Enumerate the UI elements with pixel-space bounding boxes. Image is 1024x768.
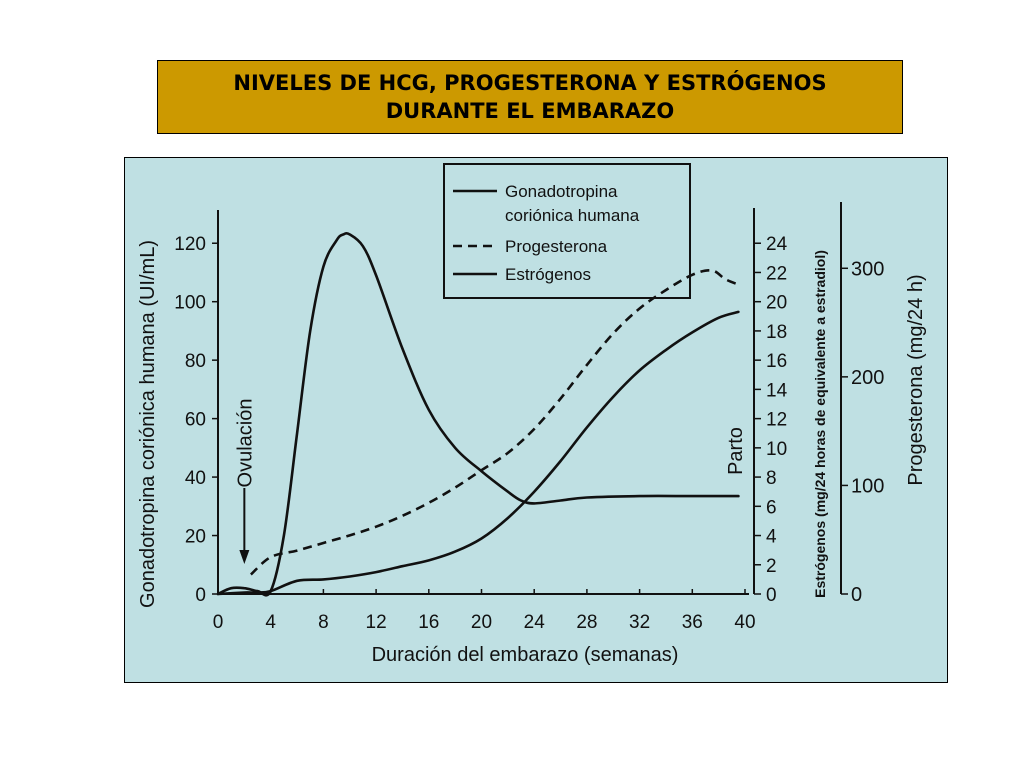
y-progesterone-tick-label: 100 bbox=[851, 475, 884, 497]
x-tick-label: 8 bbox=[318, 612, 329, 633]
chart-title: NIVELES DE HCG, PROGESTERONA Y ESTRÓGENO… bbox=[157, 60, 903, 134]
legend-label-progesterone: Progesterona bbox=[505, 237, 608, 256]
ovulation-arrow-head bbox=[239, 550, 250, 564]
x-tick-label: 28 bbox=[576, 612, 597, 633]
series-line-gonadotropina-corionica-humana bbox=[216, 232, 740, 597]
y-estrogen-tick-label: 6 bbox=[766, 497, 777, 518]
x-axis-title: Duración del embarazo (semanas) bbox=[372, 644, 679, 666]
y-axis-left-title: Gonadotropina coriónica humana (UI/mL) bbox=[137, 240, 159, 608]
x-tick-label: 36 bbox=[682, 612, 703, 633]
y-estrogen-tick-label: 12 bbox=[766, 410, 787, 431]
x-tick-label: 24 bbox=[524, 612, 546, 633]
legend-label-hcg-line2: coriónica humana bbox=[505, 206, 640, 225]
y-left-tick-label: 0 bbox=[195, 585, 206, 606]
x-tick-label: 4 bbox=[265, 612, 276, 633]
series-line-progesterona bbox=[250, 269, 739, 576]
legend-label-hcg-line1: Gonadotropina bbox=[505, 182, 618, 201]
x-tick-label: 40 bbox=[734, 612, 755, 633]
y-left-tick-label: 60 bbox=[185, 410, 206, 431]
annotation-birth: Parto bbox=[725, 427, 747, 475]
y-left-tick-label: 20 bbox=[185, 527, 206, 548]
y-estrogen-tick-label: 24 bbox=[766, 234, 788, 255]
y-estrogen-tick-label: 20 bbox=[766, 293, 787, 314]
legend-box bbox=[443, 163, 691, 299]
y-progesterone-tick-label: 0 bbox=[851, 584, 862, 606]
y-estrogen-tick-label: 2 bbox=[766, 556, 777, 577]
x-tick-label: 16 bbox=[418, 612, 439, 633]
y-estrogen-tick-label: 0 bbox=[766, 585, 777, 606]
y-axis-progesterone-title: Progesterona (mg/24 h) bbox=[905, 274, 927, 485]
y-left-tick-label: 100 bbox=[174, 293, 206, 314]
chart-panel: 0 4 8 12 16 20 24 28 32 36 40 Duración del embarazo… bbox=[124, 157, 948, 683]
y-axis-estrogen-title: Estrógenos (mg/24 horas de equivalente a… bbox=[812, 250, 828, 598]
y-estrogen-tick-label: 4 bbox=[766, 527, 777, 548]
x-tick-label: 0 bbox=[213, 612, 224, 633]
annotation-ovulation: Ovulación bbox=[234, 399, 256, 488]
y-estrogen-tick-label: 16 bbox=[766, 351, 787, 372]
y-estrogen-tick-label: 22 bbox=[766, 263, 787, 284]
y-estrogen-tick-label: 14 bbox=[766, 380, 788, 401]
x-tick-label: 20 bbox=[471, 612, 492, 633]
y-estrogen-tick-label: 10 bbox=[766, 439, 787, 460]
y-left-tick-label: 40 bbox=[185, 468, 206, 489]
legend: Gonadotropina coriónica humana Progesteron… bbox=[443, 163, 691, 299]
y-progesterone-tick-label: 300 bbox=[851, 258, 884, 280]
title-line-2: DURANTE EL EMBARAZO bbox=[385, 99, 675, 123]
legend-label-estrogen: Estrógenos bbox=[505, 265, 591, 284]
x-tick-label: 32 bbox=[629, 612, 650, 633]
y-left-tick-label: 80 bbox=[185, 351, 206, 372]
y-estrogen-tick-label: 8 bbox=[766, 468, 777, 489]
x-tick-label: 12 bbox=[366, 612, 387, 633]
y-estrogen-tick-label: 18 bbox=[766, 322, 787, 343]
series-line-estrogenos bbox=[216, 310, 740, 596]
title-line-1: NIVELES DE HCG, PROGESTERONA Y ESTRÓGENO… bbox=[233, 71, 827, 95]
y-left-tick-label: 120 bbox=[174, 234, 206, 255]
y-progesterone-tick-label: 200 bbox=[851, 367, 884, 389]
